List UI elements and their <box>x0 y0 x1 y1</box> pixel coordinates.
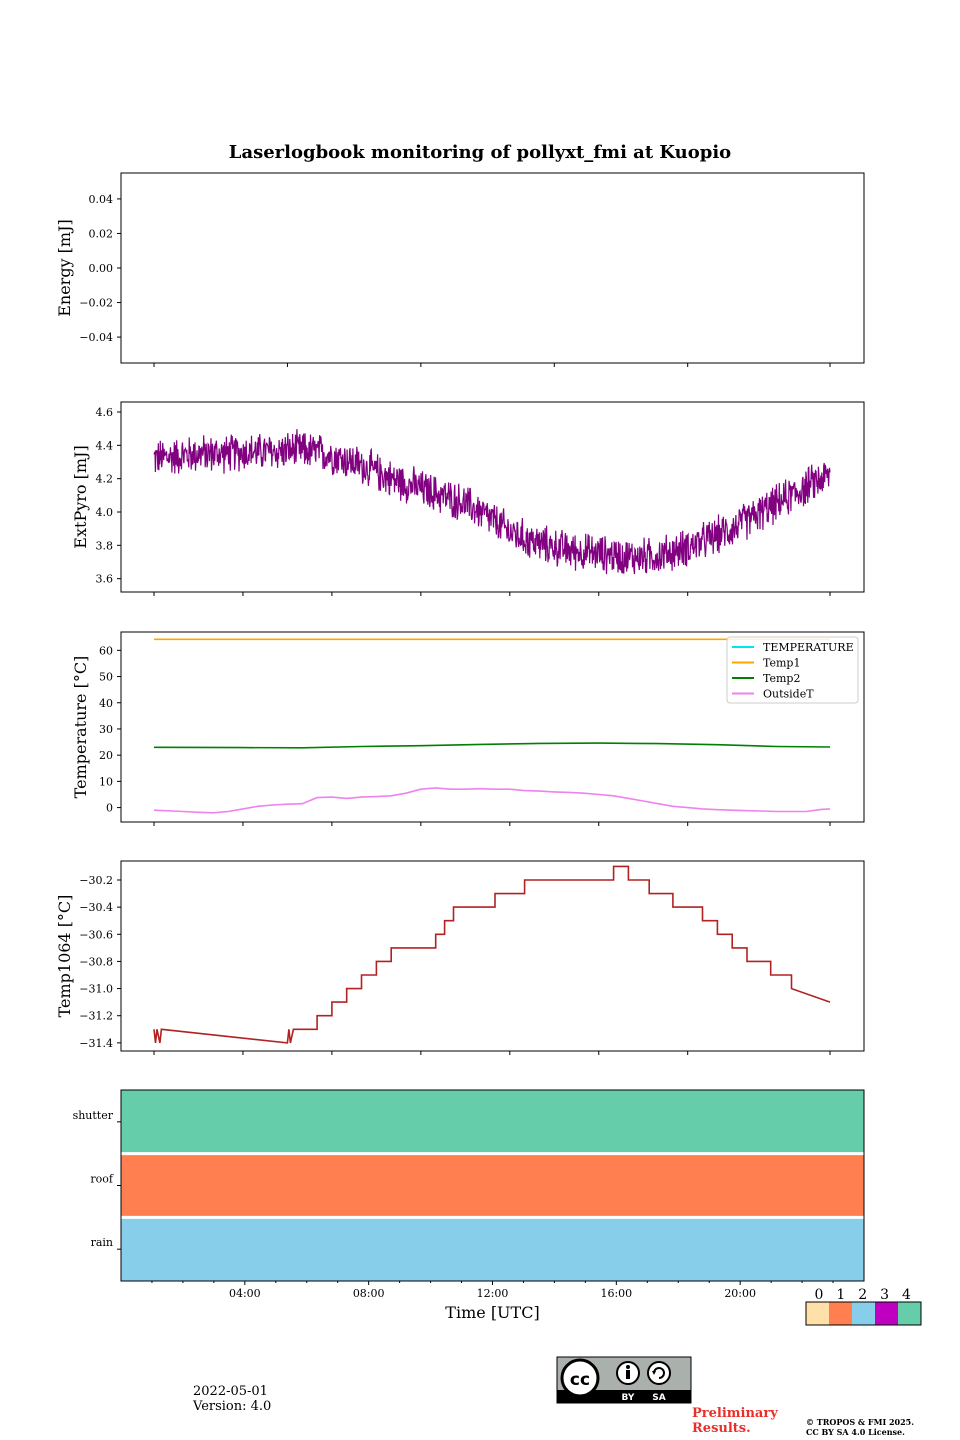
copyright-notice: © TROPOS & FMI 2025. CC BY SA 4.0 Licens… <box>806 1417 914 1437</box>
y-axis-label: Energy [mJ] <box>55 219 74 317</box>
legend-frame <box>726 636 859 704</box>
plot-area <box>153 865 831 1044</box>
y-axis-label: Temperature [°C] <box>71 656 90 799</box>
panel-energy: 0.04 0.02 0.00 −0.02 −0.04 Energy [mJ] <box>55 172 865 367</box>
ytick-label: 4.4 <box>96 439 114 452</box>
plot-area <box>153 429 831 575</box>
ytick-label: 4.2 <box>96 473 114 486</box>
ytick-label: 30 <box>99 723 113 736</box>
ytick-label: −30.8 <box>79 955 113 968</box>
ytick-label: 3.6 <box>96 573 114 586</box>
xtick-label: 16:00 <box>600 1287 632 1300</box>
cc-sa-label: SA <box>652 1393 665 1403</box>
xtick-label: 12:00 <box>477 1287 509 1300</box>
status-row-label-roof: roof <box>90 1173 114 1186</box>
ytick-label: −31.2 <box>79 1010 113 1023</box>
ytick-label: 0.00 <box>89 262 114 275</box>
ytick-label: 4.0 <box>96 506 114 519</box>
ytick-label: −31.0 <box>79 983 113 996</box>
ytick-label: 3.8 <box>96 539 114 552</box>
colorbar-swatch <box>852 1302 875 1325</box>
xtick-label: 04:00 <box>229 1287 261 1300</box>
status-band-shutter <box>121 1090 864 1154</box>
ytick-label: −31.4 <box>79 1037 113 1050</box>
cc-by-sa-license-logo: cc BY SA <box>556 1356 692 1404</box>
y-axis-label: ExtPyro [mJ] <box>71 445 90 548</box>
chart-title: Laserlogbook monitoring of pollyxt_fmi a… <box>229 142 731 163</box>
colorbar-frame <box>805 1301 922 1326</box>
plot-area <box>153 638 831 814</box>
status-row-label-rain: rain <box>91 1236 113 1249</box>
status-band-roof <box>121 1153 864 1218</box>
ytick-label: −30.6 <box>79 928 113 941</box>
ytick-label: −0.02 <box>79 297 113 310</box>
colorbar-swatch <box>875 1302 898 1325</box>
ytick-label: −30.2 <box>79 874 113 887</box>
axes-frame <box>120 401 865 593</box>
ytick-label: 20 <box>99 749 113 762</box>
status-band-rain <box>121 1217 864 1281</box>
series-line-Temp2 <box>153 742 831 749</box>
legend-label-Temp1: Temp1 <box>763 657 800 670</box>
x-axis-label: Time [UTC] <box>445 1303 539 1322</box>
legend: TEMPERATURE Temp1 Temp2 OutsideT <box>726 636 859 704</box>
colorbar-swatch <box>806 1302 829 1325</box>
colorbar-tick-label: 1 <box>836 1287 845 1303</box>
ytick-label: 4.6 <box>96 406 114 419</box>
xtick-label: 08:00 <box>353 1287 385 1300</box>
axes-frame <box>120 172 865 364</box>
ytick-label: 60 <box>99 644 113 657</box>
svg-text:cc: cc <box>570 1370 590 1390</box>
ytick-label: −30.4 <box>79 901 113 914</box>
panel-status: shutter roof rain 04:00 08:00 12:00 16:00 20:00… <box>73 1089 922 1326</box>
ytick-label: 0.04 <box>89 193 114 206</box>
ytick-label: 40 <box>99 697 113 710</box>
colorbar-tick-label: 0 <box>815 1287 824 1303</box>
colorbar-swatch <box>829 1302 852 1325</box>
panel-temp1064: −30.2 −30.4 −30.6 −30.8 −31.0 −31.2 −31.4 Temp1… <box>55 860 865 1055</box>
ytick-label: 0.02 <box>89 227 114 240</box>
license-text: CC BY SA 4.0 License. <box>806 1427 905 1437</box>
legend-label-Temp2: Temp2 <box>763 672 800 685</box>
ytick-label: 50 <box>99 671 113 684</box>
results-text: Results. <box>692 1421 751 1436</box>
preliminary-text: Preliminary <box>692 1406 778 1421</box>
axes-frame <box>120 860 865 1052</box>
ytick-label: 10 <box>99 775 113 788</box>
xtick-label: 20:00 <box>724 1287 756 1300</box>
y-axis-label: Temp1064 [°C] <box>55 895 74 1018</box>
cc-by-label: BY <box>622 1393 635 1403</box>
ytick-label: −0.04 <box>79 331 113 344</box>
colorbar-tick-label: 2 <box>858 1287 867 1303</box>
footer-version: Version: 4.0 <box>193 1399 272 1414</box>
colorbar-swatch <box>898 1302 921 1325</box>
series-line-ExtPyro <box>153 429 831 575</box>
footer-date-version: 2022-05-01 Version: 4.0 <box>193 1384 271 1414</box>
series-line-Temp1064 <box>153 865 831 1044</box>
legend-label-TEMPERATURE: TEMPERATURE <box>763 641 854 654</box>
footer-date: 2022-05-01 <box>193 1384 268 1399</box>
colorbar-tick-label: 4 <box>902 1287 911 1303</box>
ytick-label: 0 <box>106 802 113 815</box>
legend-label-OutsideT: OutsideT <box>763 688 814 701</box>
copyright-text: © TROPOS & FMI 2025. <box>806 1417 915 1427</box>
series-line-OutsideT <box>153 787 831 814</box>
colorbar-tick-label: 3 <box>880 1287 889 1303</box>
preliminary-notice: Preliminary Results. <box>692 1406 778 1436</box>
panel-extpyro: 4.6 4.4 4.2 4.0 3.8 3.6 ExtPyro [mJ] <box>71 401 865 596</box>
panel-temperature: 60 50 40 30 20 10 0 Temperature [°C] TEMPERATURE… <box>71 631 865 826</box>
axes-frame <box>120 631 865 823</box>
status-row-label-shutter: shutter <box>73 1109 114 1122</box>
